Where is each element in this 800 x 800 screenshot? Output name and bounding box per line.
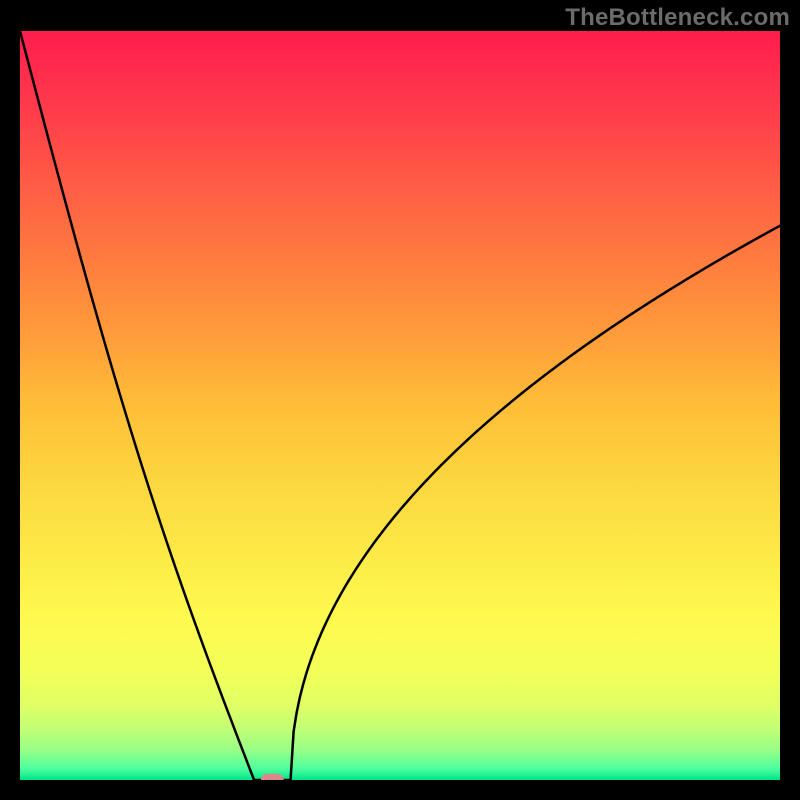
gradient-background (20, 31, 780, 780)
bottleneck-chart (20, 31, 780, 780)
stage: TheBottleneck.com (0, 0, 800, 800)
minimum-marker (261, 774, 284, 780)
watermark-text: TheBottleneck.com (565, 4, 790, 32)
